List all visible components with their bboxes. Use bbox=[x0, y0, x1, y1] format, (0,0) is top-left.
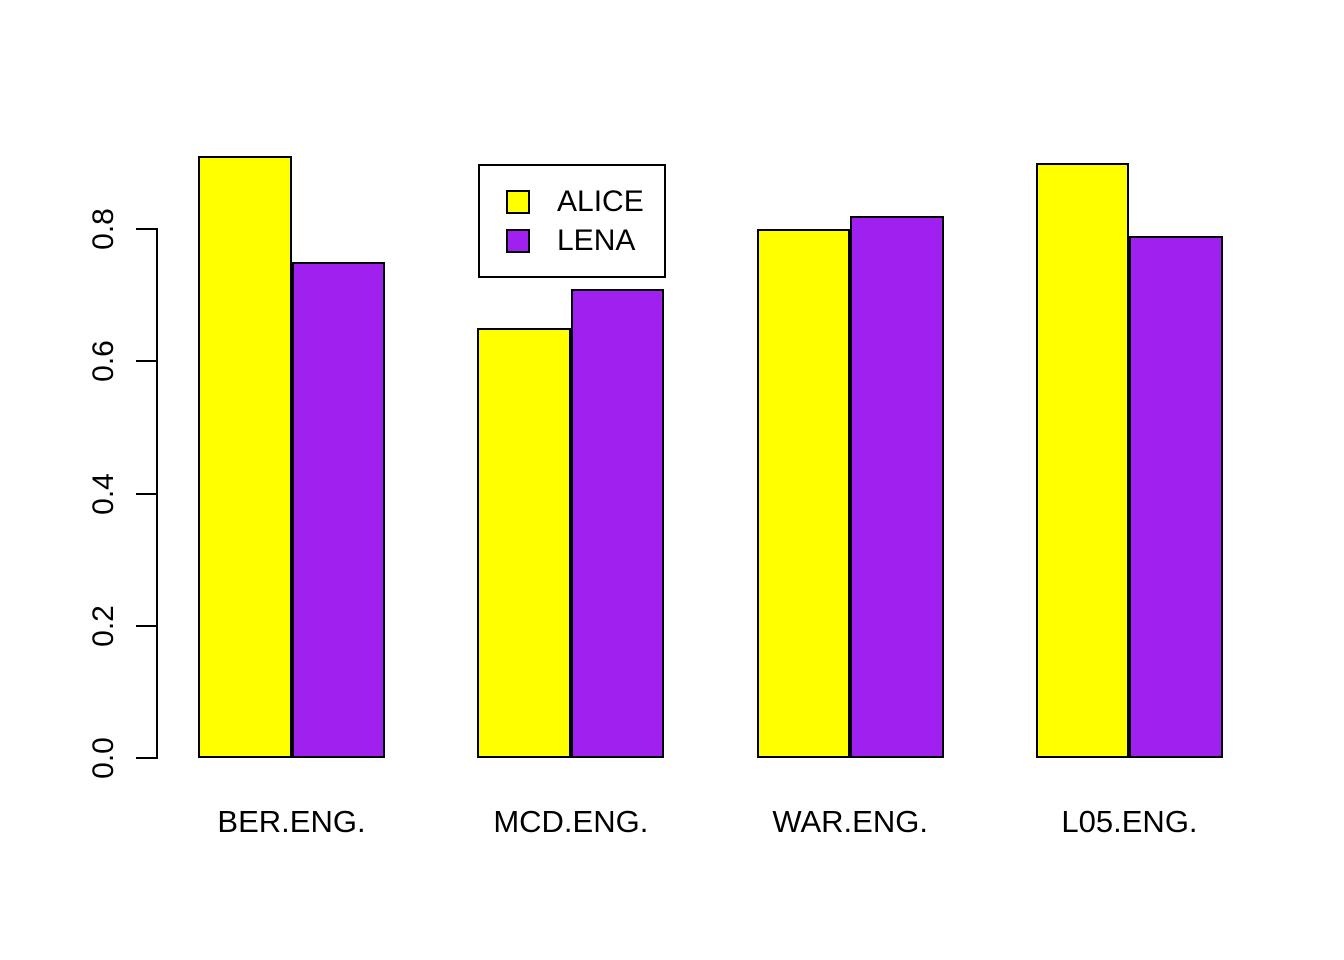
legend-swatch-lena-icon bbox=[506, 228, 530, 253]
bar-alice-WAR.ENG. bbox=[756, 229, 851, 758]
y-axis-tick-label: 0.6 bbox=[87, 340, 120, 383]
y-axis-tick bbox=[136, 492, 158, 495]
bar-alice-L05.ENG. bbox=[1035, 163, 1130, 758]
y-axis-tick-label: 0.0 bbox=[87, 737, 120, 779]
bar-lena-L05.ENG. bbox=[1129, 235, 1223, 758]
y-axis-tick bbox=[136, 757, 158, 759]
y-axis-tick-label: 0.4 bbox=[87, 472, 120, 515]
legend: ALICE LENA bbox=[478, 164, 666, 278]
legend-label-lena: LENA bbox=[557, 223, 636, 257]
y-axis-tick bbox=[136, 228, 158, 231]
x-axis-category-label: BER.ENG. bbox=[217, 804, 366, 839]
y-axis-tick bbox=[136, 360, 158, 363]
x-axis-category-label: WAR.ENG. bbox=[772, 804, 928, 839]
y-axis-tick-label: 0.2 bbox=[87, 604, 120, 647]
bar-lena-WAR.ENG. bbox=[850, 215, 944, 758]
y-axis-tick-label: 0.8 bbox=[87, 208, 120, 251]
bar-lena-MCD.ENG. bbox=[570, 288, 665, 758]
legend-label-alice: ALICE bbox=[557, 184, 644, 218]
bar-lena-BER.ENG. bbox=[291, 262, 385, 758]
bar-alice-BER.ENG. bbox=[198, 156, 292, 758]
legend-item-lena: LENA bbox=[506, 223, 664, 257]
x-axis-category-label: L05.ENG. bbox=[1061, 804, 1198, 839]
legend-item-alice: ALICE bbox=[506, 184, 664, 218]
x-axis-category-label: MCD.ENG. bbox=[493, 804, 649, 839]
y-axis-tick bbox=[136, 624, 158, 627]
legend-swatch-alice-icon bbox=[506, 189, 530, 214]
bar-alice-MCD.ENG. bbox=[477, 328, 571, 758]
